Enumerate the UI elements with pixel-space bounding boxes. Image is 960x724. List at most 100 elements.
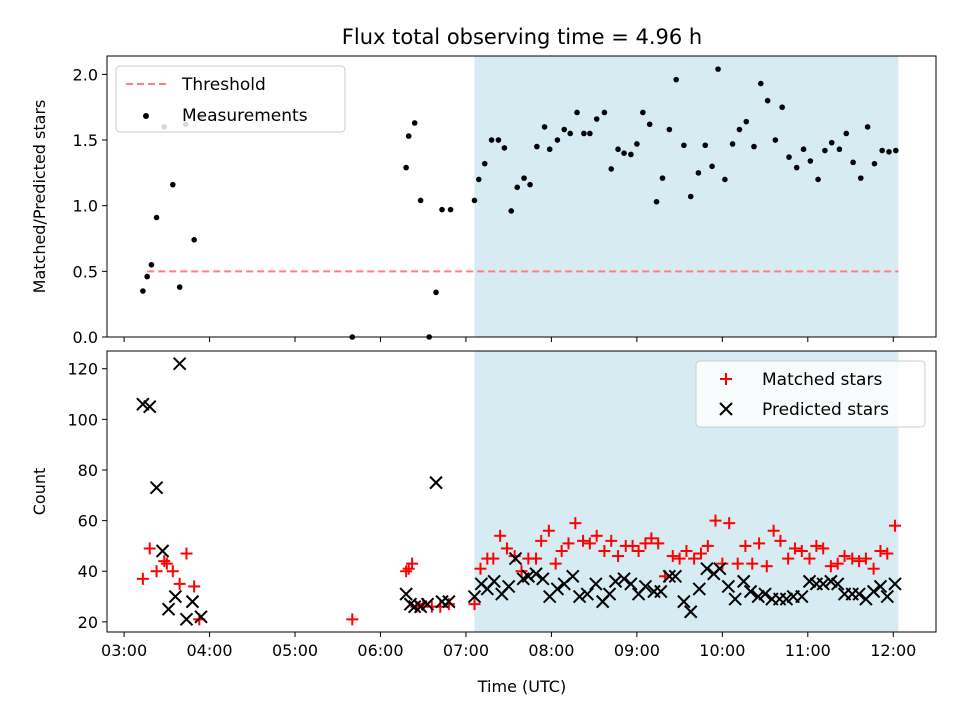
chart-title: Flux total observing time = 4.96 h: [342, 25, 702, 49]
measurement-point: [587, 130, 593, 137]
measurement-point: [857, 175, 864, 181]
measurement-point: [153, 214, 160, 221]
legend-predicted-label: Predicted stars: [762, 400, 889, 420]
measurement-point: [546, 146, 553, 153]
measurement-point: [144, 273, 150, 280]
predicted-stars-point: [161, 602, 176, 616]
matched-stars-point: [590, 529, 603, 542]
measurement-point: [521, 175, 527, 181]
matched-stars-point: [583, 537, 596, 550]
predicted-stars-point: [736, 574, 751, 589]
measurement-point: [722, 176, 728, 183]
measurement-point: [447, 206, 454, 213]
matched-stars-point: [136, 572, 149, 585]
matched-stars-point: [774, 534, 787, 547]
top-y-axis: 0.0 0.5 1.0 1.5 2.0: [73, 65, 107, 347]
measurement-point: [702, 142, 709, 149]
predicted-stars-point: [580, 587, 595, 601]
x-tick-label: 10:00: [699, 641, 745, 660]
measurement-point: [541, 124, 548, 130]
matched-stars-point: [577, 534, 590, 547]
predicted-stars-point: [566, 569, 580, 584]
measurement-point: [628, 151, 634, 158]
measurement-point: [815, 176, 821, 183]
predicted-stars-point: [550, 582, 565, 596]
measurement-point: [527, 181, 533, 188]
x-tick-label: 09:00: [614, 641, 660, 660]
measurement-point: [508, 208, 515, 214]
matched-stars-point: [639, 537, 652, 550]
bottom-y-axis-label: Count: [30, 468, 49, 516]
y-tick-label: 120: [67, 360, 98, 379]
x-tick-label: 06:00: [357, 641, 403, 660]
matched-stars-point: [626, 539, 639, 552]
bottom-y-axis: 20 40 60 80 100 120: [67, 360, 107, 632]
matched-stars-point: [530, 552, 543, 565]
measurement-point: [793, 164, 800, 171]
top-panel: 0.00.51.01.52.0 Matched/Predicted stars …: [30, 55, 937, 347]
x-tick-label: 08:00: [528, 641, 574, 660]
predicted-stars-point: [743, 584, 758, 599]
top-legend: Threshold Measurements: [115, 65, 346, 133]
measurement-point: [593, 116, 600, 122]
legend-measurements-swatch: [143, 113, 149, 119]
x-tick-label: 05:00: [272, 641, 318, 660]
matched-stars-point: [782, 552, 795, 565]
predicted-stars-point: [536, 572, 550, 586]
predicted-stars-point: [638, 579, 653, 594]
y-tick-label: 2.0: [73, 65, 98, 84]
matched-stars-point: [605, 534, 618, 547]
y-tick-label: 0.5: [73, 262, 98, 281]
predicted-stars-point: [677, 594, 691, 609]
predicted-stars-point: [521, 569, 536, 584]
legend-measurements-label: Measurements: [182, 106, 308, 126]
predicted-stars-point: [572, 589, 587, 604]
measurement-point: [715, 66, 721, 72]
bottom-legend-box: [695, 360, 926, 428]
measurement-point: [772, 137, 779, 143]
measurement-point: [615, 146, 621, 153]
measurement-point: [828, 139, 835, 146]
matched-stars-point: [795, 544, 808, 557]
matched-stars-point: [701, 539, 714, 552]
bottom-x-axis: 03:00 04:00 05:00 06:00 07:00 08:00 09:00 10:00…: [101, 632, 916, 660]
matched-stars-point: [853, 555, 866, 568]
matched-stars-point: [612, 550, 625, 563]
measurement-point: [843, 130, 850, 137]
measurement-point: [729, 141, 736, 147]
matched-stars-point: [173, 577, 186, 590]
measurement-point: [751, 143, 757, 150]
predicted-stars-point: [155, 544, 170, 558]
y-tick-label: 40: [78, 562, 98, 581]
measurement-point: [405, 133, 412, 139]
matched-stars-point: [838, 550, 851, 563]
measurement-point: [176, 284, 183, 290]
matched-stars-point: [535, 534, 548, 547]
matched-stars-point: [716, 557, 729, 570]
measurement-point: [864, 124, 871, 130]
matched-stars-point: [694, 547, 707, 560]
measurement-point: [871, 160, 878, 167]
predicted-stars-point: [728, 592, 742, 606]
matched-stars-point: [673, 552, 686, 565]
matched-stars-point: [180, 547, 193, 560]
measurement-point: [646, 121, 653, 128]
x-tick-label: 12:00: [870, 641, 916, 660]
matched-stars-point: [406, 557, 419, 570]
predicted-stars-point: [407, 599, 422, 614]
matched-stars-point: [569, 517, 582, 530]
predicted-stars-point: [602, 587, 617, 601]
bottom-panel-marks: [136, 356, 902, 627]
matched-stars-point: [680, 544, 693, 557]
bottom-plot-frame: [106, 350, 937, 633]
predicted-stars-point: [420, 597, 435, 611]
measurement-point: [608, 166, 615, 172]
matched-stars-point: [542, 524, 555, 537]
predicted-stars-point: [866, 584, 881, 599]
matched-stars-point: [515, 565, 528, 578]
measurement-point: [886, 149, 892, 155]
measurement-point: [567, 130, 574, 137]
matched-stars-point: [598, 544, 611, 557]
predicted-stars-point: [795, 589, 809, 604]
